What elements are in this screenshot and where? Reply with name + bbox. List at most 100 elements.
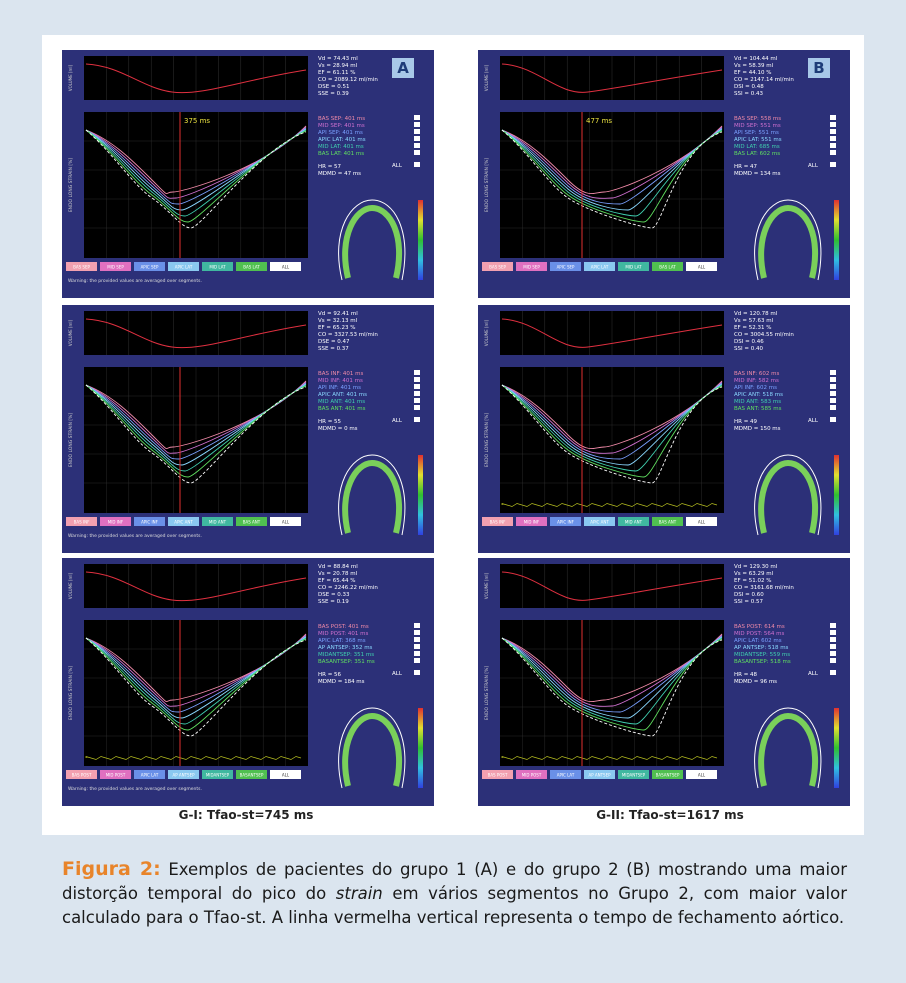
- stat: SSI = 0.57: [734, 599, 763, 605]
- segment-button: [236, 262, 267, 271]
- segment-button: [516, 262, 547, 271]
- heart-strain: [758, 204, 819, 279]
- heart-outline: [754, 454, 822, 536]
- noise: [501, 503, 718, 507]
- checkbox: [414, 391, 420, 396]
- segment-peak: API SEP: 551 ms: [734, 130, 779, 136]
- segment-button-label: AP ANTSEP: [172, 773, 195, 778]
- segment-button-label: ALL: [282, 265, 290, 270]
- segment-button-label: MIDANTSEP: [206, 773, 230, 778]
- volume-axis-title: VOLUME [ml]: [484, 572, 489, 599]
- hr-stat: HR = 56: [318, 672, 342, 678]
- segment-peak: MID POST: 401 ms: [318, 631, 368, 637]
- strain-curve: [501, 127, 723, 205]
- checkbox: [830, 670, 836, 675]
- checkbox: [830, 377, 836, 382]
- strain-curve: [85, 637, 307, 737]
- colorbar: [834, 708, 839, 788]
- segment-peak: API SEP: 401 ms: [318, 130, 363, 136]
- stat: SSI = 0.43: [734, 91, 763, 97]
- checkbox: [414, 658, 420, 663]
- warning: Warning: the provided values are average…: [68, 533, 202, 539]
- checkbox: [414, 670, 420, 675]
- segment-peak: AP ANTSEP: 518 ms: [734, 645, 789, 651]
- noise: [85, 756, 302, 760]
- checkbox: [414, 143, 420, 148]
- caption-emphasis: strain: [335, 884, 383, 903]
- heart-strain: [758, 712, 819, 787]
- strain-curve: [501, 382, 723, 460]
- checkbox: [830, 129, 836, 134]
- strain-curve: [501, 129, 723, 217]
- strain-curve: [85, 128, 307, 211]
- stat: Vd = 104.44 ml: [734, 56, 778, 62]
- segment-button-label: BAS INF: [490, 520, 506, 525]
- strain-curve: [85, 381, 307, 454]
- hr-stat: HR = 57: [318, 164, 342, 170]
- segment-peak: APIC LAT: 551 ms: [734, 137, 782, 143]
- hr-stat: MDMD = 96 ms: [734, 679, 777, 685]
- segment-button: [168, 770, 199, 779]
- strain-curve: [85, 637, 307, 725]
- hr-stat: MDMD = 150 ms: [734, 426, 781, 432]
- strain-curve: [85, 382, 307, 460]
- segment-peak: BAS INF: 602 ms: [734, 371, 779, 377]
- stat: DSE = 0.47: [318, 339, 350, 345]
- segment-button: [202, 517, 233, 526]
- strain-curve: [501, 636, 723, 719]
- checkbox: [414, 136, 420, 141]
- segment-button-label: BAS SEP: [489, 265, 506, 270]
- segment-button: [134, 770, 165, 779]
- stat: SSE = 0.39: [318, 91, 349, 97]
- segment-peak: BAS SEP: 401 ms: [318, 116, 365, 122]
- segment-peak: MID INF: 401 ms: [318, 378, 363, 384]
- checkbox: [830, 658, 836, 663]
- segment-button: [584, 517, 615, 526]
- segment-button-label: APIC INF: [141, 520, 159, 525]
- checkbox: [830, 637, 836, 642]
- segment-button-label: BAS LAT: [659, 265, 676, 270]
- segment-button: [482, 262, 513, 271]
- stat: CO = 2246.22 ml/min: [318, 585, 378, 591]
- heart-outline: [338, 199, 406, 281]
- heart-strain: [342, 712, 403, 787]
- volume-curve: [85, 318, 307, 349]
- checkbox: [830, 651, 836, 656]
- strain-axis-title: ENDO LONG STRAIN [%]: [484, 158, 490, 213]
- checkbox: [414, 115, 420, 120]
- segment-button-label: BAS ANT: [243, 520, 261, 525]
- segment-button: [652, 262, 683, 271]
- hr-stat: HR = 55: [318, 419, 342, 425]
- segment-button-label: APIC LAT: [141, 773, 159, 778]
- panel-label: A: [397, 59, 409, 77]
- stat: Vs = 32.13 ml: [318, 318, 358, 324]
- segment-button: [686, 770, 717, 779]
- segment-button: [100, 517, 131, 526]
- segment-peak: AP ANTSEP: 352 ms: [318, 645, 373, 651]
- stat: Vd = 92.41 ml: [318, 311, 358, 317]
- stat: EF = 65.23 %: [318, 325, 355, 331]
- strain-axis-title: ENDO LONG STRAIN [%]: [484, 413, 490, 468]
- strain-curve: [85, 636, 307, 719]
- checkbox: [414, 398, 420, 403]
- segment-peak: MIDANTSEP: 559 ms: [734, 652, 790, 658]
- segment-button-label: APIC LAT: [557, 773, 575, 778]
- checkbox: [830, 644, 836, 649]
- all-label: ALL: [808, 163, 819, 169]
- segment-peak: APIC LAT: 401 ms: [318, 137, 366, 143]
- segment-button-label: MID POST: [106, 773, 126, 778]
- segment-peak: APIC ANT: 518 ms: [734, 392, 783, 398]
- checkbox: [830, 136, 836, 141]
- heart-outline: [754, 707, 822, 789]
- strain-curve: [85, 129, 307, 223]
- caption-label: Figura 2:: [62, 858, 161, 880]
- strain-curve: [85, 384, 307, 478]
- checkbox: [414, 405, 420, 410]
- stat: DSI = 0.60: [734, 592, 764, 598]
- checkbox: [414, 637, 420, 642]
